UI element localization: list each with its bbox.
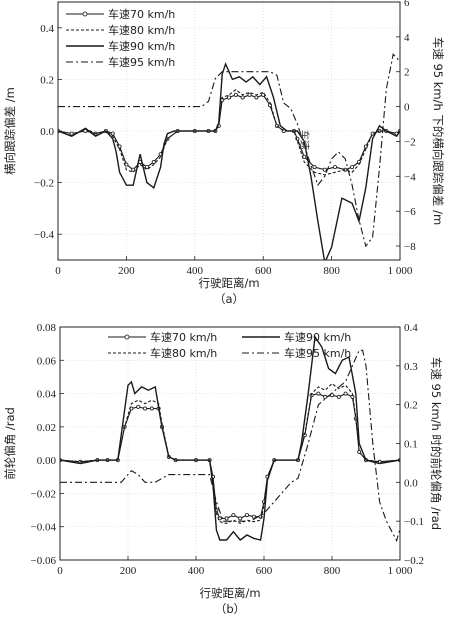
series-line-3 bbox=[60, 335, 400, 541]
x-tick-label: 200 bbox=[120, 565, 137, 577]
series-point bbox=[149, 406, 154, 411]
x-tick-label: 600 bbox=[255, 265, 272, 277]
series-point bbox=[136, 404, 141, 409]
series-point bbox=[322, 167, 327, 172]
series-line-2 bbox=[58, 89, 400, 176]
legend-label-3: 车速90 km/h bbox=[284, 330, 351, 344]
series-line-3 bbox=[58, 61, 400, 260]
legend-label-4: 车速95 km/h bbox=[108, 55, 175, 69]
x-tick-label: 800 bbox=[323, 265, 340, 277]
y-tick-label: 0.02 bbox=[37, 422, 56, 434]
y-tick-label: 0.0 bbox=[40, 126, 54, 138]
series-point bbox=[224, 516, 229, 521]
series-point bbox=[251, 514, 256, 519]
legend-marker bbox=[124, 334, 130, 340]
series-point bbox=[110, 131, 115, 136]
series-point bbox=[142, 406, 147, 411]
series-point bbox=[231, 513, 236, 518]
legend-label-4: 车速95 km/h bbox=[284, 346, 351, 360]
y-tick-label: −0.06 bbox=[31, 555, 57, 567]
y-tick-label: −0.2 bbox=[34, 178, 54, 190]
x-tick-label: 1 000 bbox=[388, 565, 413, 577]
y-tick-label: 0.04 bbox=[37, 389, 57, 401]
series-point bbox=[244, 513, 249, 518]
y2-axis-label: 车速 95 km/h 下的横向跟踪偏差 /m bbox=[431, 37, 445, 225]
y2-tick-label: 0 bbox=[404, 102, 410, 114]
y2-tick-label: −2 bbox=[404, 136, 416, 148]
x-tick-label: 0 bbox=[57, 565, 63, 577]
series-line-4 bbox=[60, 349, 400, 543]
plot-frame bbox=[59, 326, 401, 561]
y-tick-label: 0.06 bbox=[37, 355, 57, 367]
chart-a: 0 200 400 600 800 1 000 −0.4 −0.2 0.0 0.2 0.4 −8 −6 −… bbox=[3, 0, 445, 306]
chart-caption: （b） bbox=[215, 602, 245, 616]
series-point bbox=[151, 159, 156, 164]
series-point bbox=[333, 165, 338, 170]
series-point bbox=[69, 131, 74, 136]
x-tick-label: 1 000 bbox=[388, 265, 413, 277]
x-axis-label: 行驶距离/m bbox=[198, 276, 259, 290]
series-point bbox=[83, 128, 88, 133]
legend-label-1: 车速70 km/h bbox=[150, 330, 217, 344]
series-point bbox=[238, 516, 243, 521]
y2-tick-label: −6 bbox=[404, 206, 416, 218]
legend-label-2: 车速80 km/h bbox=[108, 23, 175, 37]
series-point bbox=[312, 165, 317, 170]
series-point bbox=[323, 394, 328, 399]
series-line-1 bbox=[60, 392, 400, 520]
series-line-4 bbox=[58, 53, 400, 248]
legend-marker bbox=[82, 11, 88, 17]
chart-b: 0 200 400 600 800 1 000 −0.06 −0.04 −0.02 0.00 0.0… bbox=[3, 322, 443, 616]
series-point bbox=[144, 165, 149, 170]
y2-tick-label: −0.1 bbox=[404, 516, 424, 528]
y2-tick-label: −0.2 bbox=[404, 555, 424, 567]
annotation-label: 车速 bbox=[298, 130, 311, 150]
y-tick-label: −0.02 bbox=[31, 488, 56, 500]
series-point bbox=[226, 95, 231, 100]
y2-tick-label: 0.4 bbox=[404, 322, 418, 334]
legend-label-2: 车速80 km/h bbox=[150, 346, 217, 360]
series-point bbox=[336, 394, 341, 399]
x-tick-label: 0 bbox=[55, 265, 61, 277]
series-point bbox=[247, 92, 252, 97]
y-axis-label: 前轮偏角 /rad bbox=[3, 407, 17, 480]
legend-label-3: 车速90 km/h bbox=[108, 39, 175, 53]
y-tick-label: 0.08 bbox=[37, 322, 57, 334]
series-line-2 bbox=[60, 382, 400, 525]
x-axis-label: 行驶距离/m bbox=[199, 586, 260, 600]
x-tick-label: 400 bbox=[187, 265, 204, 277]
y-tick-label: 0.2 bbox=[40, 74, 54, 86]
x-tick-label: 400 bbox=[188, 565, 205, 577]
y2-tick-label: 2 bbox=[404, 67, 410, 79]
legend-label-1: 车速70 km/h bbox=[108, 7, 175, 21]
y-tick-label: 0.00 bbox=[37, 455, 57, 467]
chart-caption: （a） bbox=[214, 292, 244, 306]
y2-tick-label: 0.0 bbox=[404, 477, 418, 489]
series-point bbox=[316, 391, 321, 396]
series-point bbox=[240, 95, 245, 100]
y2-tick-label: 0.3 bbox=[404, 361, 418, 373]
x-tick-label: 800 bbox=[324, 565, 341, 577]
x-tick-label: 200 bbox=[118, 265, 135, 277]
y2-tick-label: 0.1 bbox=[404, 439, 418, 451]
y-tick-label: 0.4 bbox=[40, 23, 54, 35]
y2-tick-label: 0.2 bbox=[404, 400, 418, 412]
y2-axis-label: 车速 95 km/h 时的前轮偏角 /rad bbox=[429, 357, 443, 530]
y2-tick-label: −8 bbox=[404, 241, 416, 253]
y-tick-label: −0.4 bbox=[34, 229, 54, 241]
y2-tick-label: 6 bbox=[404, 0, 410, 9]
series-point bbox=[254, 95, 259, 100]
series-point bbox=[343, 391, 348, 396]
series-point bbox=[233, 92, 238, 97]
y2-tick-label: −4 bbox=[404, 171, 416, 183]
y-axis-label: 横向跟踪偏差 /m bbox=[3, 87, 17, 175]
series-point bbox=[350, 165, 355, 170]
y-tick-label: −0.04 bbox=[31, 522, 57, 534]
series-point bbox=[124, 162, 129, 167]
x-tick-label: 600 bbox=[256, 565, 273, 577]
y2-tick-label: 4 bbox=[404, 32, 410, 44]
